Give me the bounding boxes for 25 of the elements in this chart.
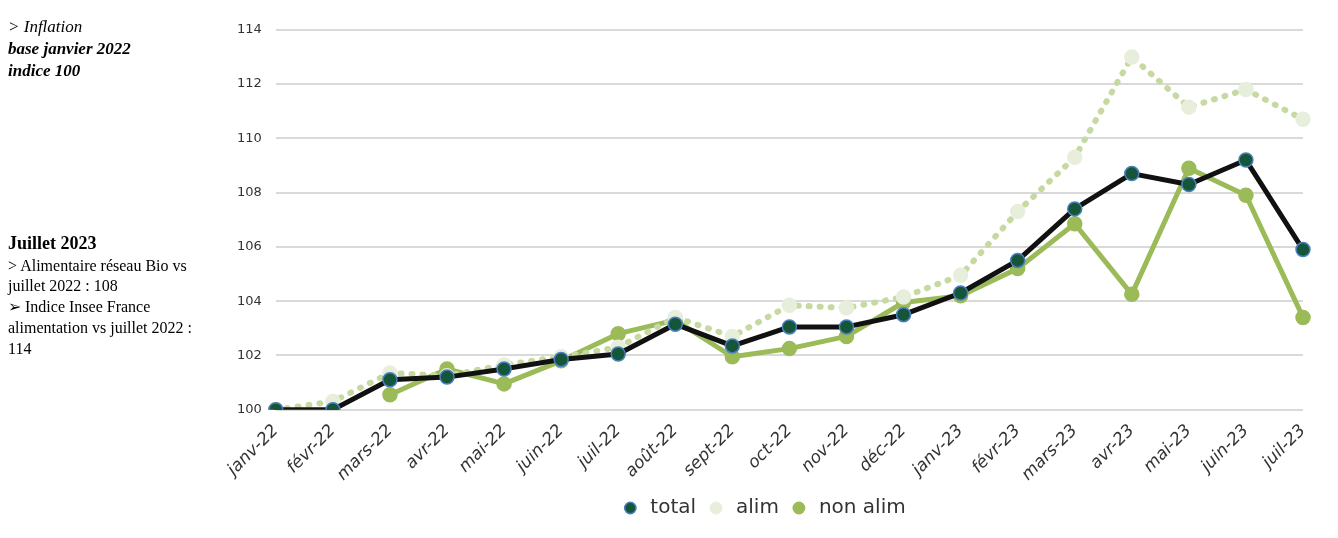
y-tick-label: 106 bbox=[236, 238, 262, 254]
point bbox=[1238, 187, 1254, 204]
point bbox=[610, 325, 626, 342]
point bbox=[781, 340, 798, 357]
legend-label: non alim bbox=[818, 494, 906, 519]
legend-label: alim bbox=[736, 494, 779, 519]
point bbox=[496, 376, 512, 392]
point bbox=[1124, 286, 1140, 303]
text: base janvier 2022 indice 100 bbox=[8, 38, 132, 83]
text: ➢ Indice Insee France alimentation vs juillet 2022 : 114 bbox=[8, 297, 193, 359]
point bbox=[382, 386, 398, 403]
y-tick-label: 112 bbox=[236, 75, 262, 91]
text: Juillet 2023 bbox=[8, 232, 98, 256]
y-tick-label: 104 bbox=[236, 292, 262, 308]
y-tick-label: 102 bbox=[236, 346, 262, 362]
text: > Inflation bbox=[8, 16, 84, 38]
text: > Alimentaire réseau Bio vs juillet 2022 : 108 bbox=[8, 255, 188, 297]
point bbox=[1066, 216, 1083, 232]
legend-label: total bbox=[650, 494, 697, 519]
point bbox=[1181, 160, 1197, 176]
y-tick-label: 110 bbox=[236, 129, 262, 145]
y-tick-label: 100 bbox=[236, 401, 262, 417]
y-tick-label: 108 bbox=[236, 183, 262, 199]
point bbox=[1295, 309, 1311, 326]
y-tick-label: 114 bbox=[236, 21, 262, 37]
